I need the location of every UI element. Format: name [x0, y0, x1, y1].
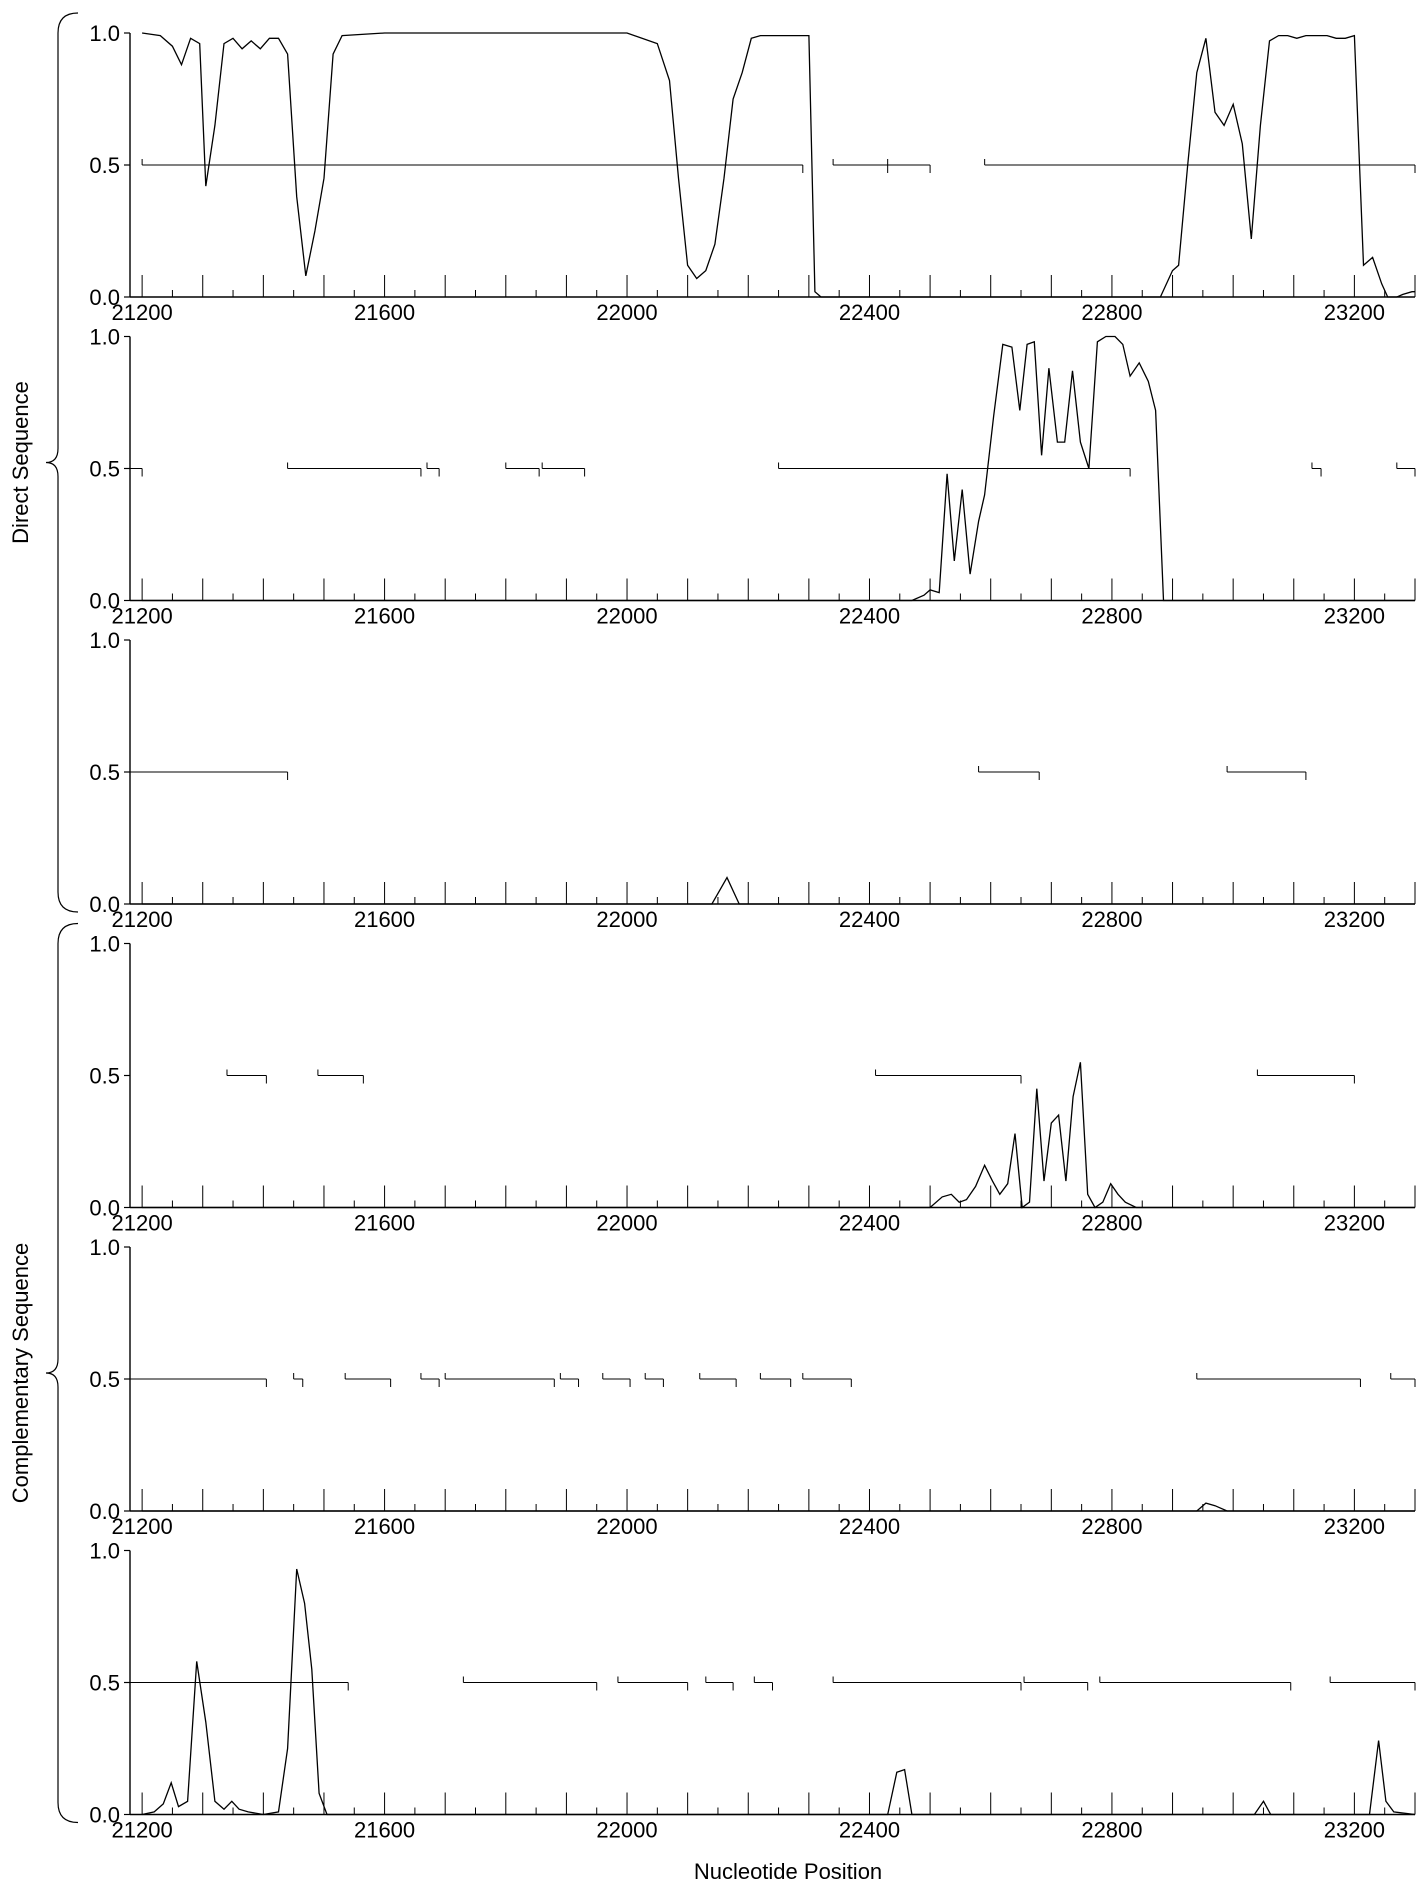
x-tick-label: 22800: [1081, 1514, 1142, 1539]
panel-4: 0.0 0.5 1.0 21200 21600 22000 22400 22800 23200: [89, 932, 1416, 1236]
y-tick-label: 1.0: [89, 21, 120, 46]
y-tick-label: 0.5: [89, 1671, 120, 1696]
group-braces: Direct Sequence Complementary Sequence: [8, 12, 79, 1824]
x-tick-label: 21600: [354, 1211, 415, 1236]
group-brace: [45, 922, 79, 1824]
x-tick-label: 22000: [596, 907, 657, 932]
x-tick-label: 22000: [596, 1514, 657, 1539]
x-tick-label: 21600: [354, 907, 415, 932]
x-tick-label: 22000: [596, 1211, 657, 1236]
panel-1: 0.0 0.5 1.0 21200 21600 22000 22400 22800 23200: [89, 21, 1416, 325]
group-label: Complementary Sequence: [8, 1243, 33, 1503]
x-tick-label: 22800: [1081, 604, 1142, 629]
y-tick-label: 1.0: [89, 325, 120, 350]
x-tick-label: 21200: [112, 1211, 173, 1236]
probability-line: [142, 335, 1415, 602]
x-tick-label: 23200: [1324, 604, 1385, 629]
x-tick-label: 22400: [839, 604, 900, 629]
probability-line: [141, 1568, 1416, 1816]
x-tick-label: 21200: [112, 300, 173, 325]
y-tick-label: 0.5: [89, 1367, 120, 1392]
x-tick-label: 22000: [596, 300, 657, 325]
x-tick-label: 21600: [354, 1514, 415, 1539]
y-tick-label: 0.5: [89, 457, 120, 482]
x-tick-label: 23200: [1324, 1211, 1385, 1236]
group-label: Direct Sequence: [8, 381, 33, 544]
x-tick-label: 21200: [112, 1818, 173, 1843]
x-tick-label: 21600: [354, 1818, 415, 1843]
y-tick-label: 0.0: [89, 285, 120, 310]
x-tick-label: 22400: [839, 1818, 900, 1843]
panel-6: 0.0 0.5 1.0 21200 21600 22000 22400 22800 23200: [89, 1539, 1416, 1843]
y-tick-label: 0.5: [89, 153, 120, 178]
group-brace: [45, 12, 79, 913]
x-tick-label: 22800: [1081, 1211, 1142, 1236]
x-tick-label: 22000: [596, 604, 657, 629]
x-tick-label: 21600: [354, 604, 415, 629]
x-tick-label: 23200: [1324, 907, 1385, 932]
x-tick-label: 22800: [1081, 907, 1142, 932]
panel-3: 0.0 0.5 1.0 21200 21600 22000 22400 22800 23200: [89, 628, 1416, 932]
x-axis-label: Nucleotide Position: [694, 1859, 882, 1884]
panel-5: 0.0 0.5 1.0 21200 21600 22000 22400 22800 23200: [89, 1235, 1416, 1539]
x-tick-label: 22800: [1081, 300, 1142, 325]
y-tick-label: 0.0: [89, 1196, 120, 1221]
y-tick-label: 0.0: [89, 892, 120, 917]
y-tick-label: 0.0: [89, 1803, 120, 1828]
y-tick-label: 0.5: [89, 760, 120, 785]
x-tick-label: 23200: [1324, 1818, 1385, 1843]
y-tick-label: 1.0: [89, 932, 120, 957]
x-tick-label: 22800: [1081, 1818, 1142, 1843]
y-tick-label: 0.0: [89, 1499, 120, 1524]
x-tick-label: 23200: [1324, 1514, 1385, 1539]
probability-line: [142, 32, 1415, 298]
y-tick-label: 1.0: [89, 1235, 120, 1260]
y-tick-label: 0.0: [89, 589, 120, 614]
x-tick-label: 21200: [112, 1514, 173, 1539]
probability-line: [142, 876, 1415, 905]
y-tick-label: 1.0: [89, 628, 120, 653]
panel-2: 0.0 0.5 1.0 21200 21600 22000 22400 22800 23200: [89, 325, 1416, 629]
x-tick-label: 21200: [112, 604, 173, 629]
x-tick-label: 22400: [839, 1514, 900, 1539]
y-tick-label: 0.5: [89, 1064, 120, 1089]
x-tick-label: 22000: [596, 1818, 657, 1843]
x-tick-label: 22400: [839, 300, 900, 325]
probability-line: [142, 1062, 1415, 1209]
x-tick-label: 23200: [1324, 300, 1385, 325]
probability-line: [142, 1502, 1415, 1512]
x-tick-label: 21200: [112, 907, 173, 932]
x-tick-label: 21600: [354, 300, 415, 325]
y-tick-label: 1.0: [89, 1539, 120, 1564]
x-tick-label: 22400: [839, 1211, 900, 1236]
x-tick-label: 22400: [839, 907, 900, 932]
